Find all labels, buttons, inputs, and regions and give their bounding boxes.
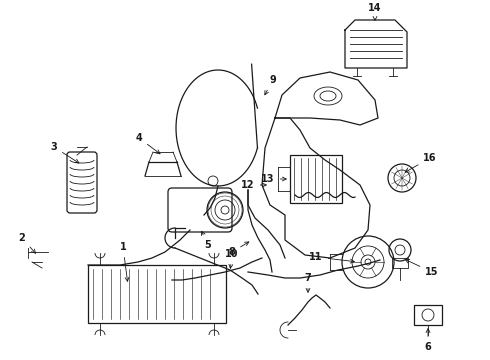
Text: 16: 16 (405, 153, 437, 172)
Text: 11: 11 (309, 252, 354, 263)
Bar (88, 265, 226, 323)
Text: 2: 2 (19, 233, 36, 253)
Text: 12: 12 (241, 180, 266, 190)
Text: 6: 6 (425, 329, 431, 352)
Text: 3: 3 (50, 142, 79, 163)
Text: 9: 9 (265, 75, 276, 95)
Text: 14: 14 (368, 3, 382, 20)
Bar (414, 305, 442, 325)
Text: 5: 5 (201, 231, 211, 250)
Text: 4: 4 (136, 133, 160, 154)
Text: 8: 8 (228, 242, 249, 257)
Text: 10: 10 (225, 249, 239, 268)
Text: 13: 13 (261, 174, 286, 184)
Text: 7: 7 (305, 273, 311, 292)
Bar (392, 258, 408, 268)
Text: 1: 1 (120, 242, 129, 281)
Bar (290, 155, 342, 203)
Text: 15: 15 (405, 260, 439, 277)
